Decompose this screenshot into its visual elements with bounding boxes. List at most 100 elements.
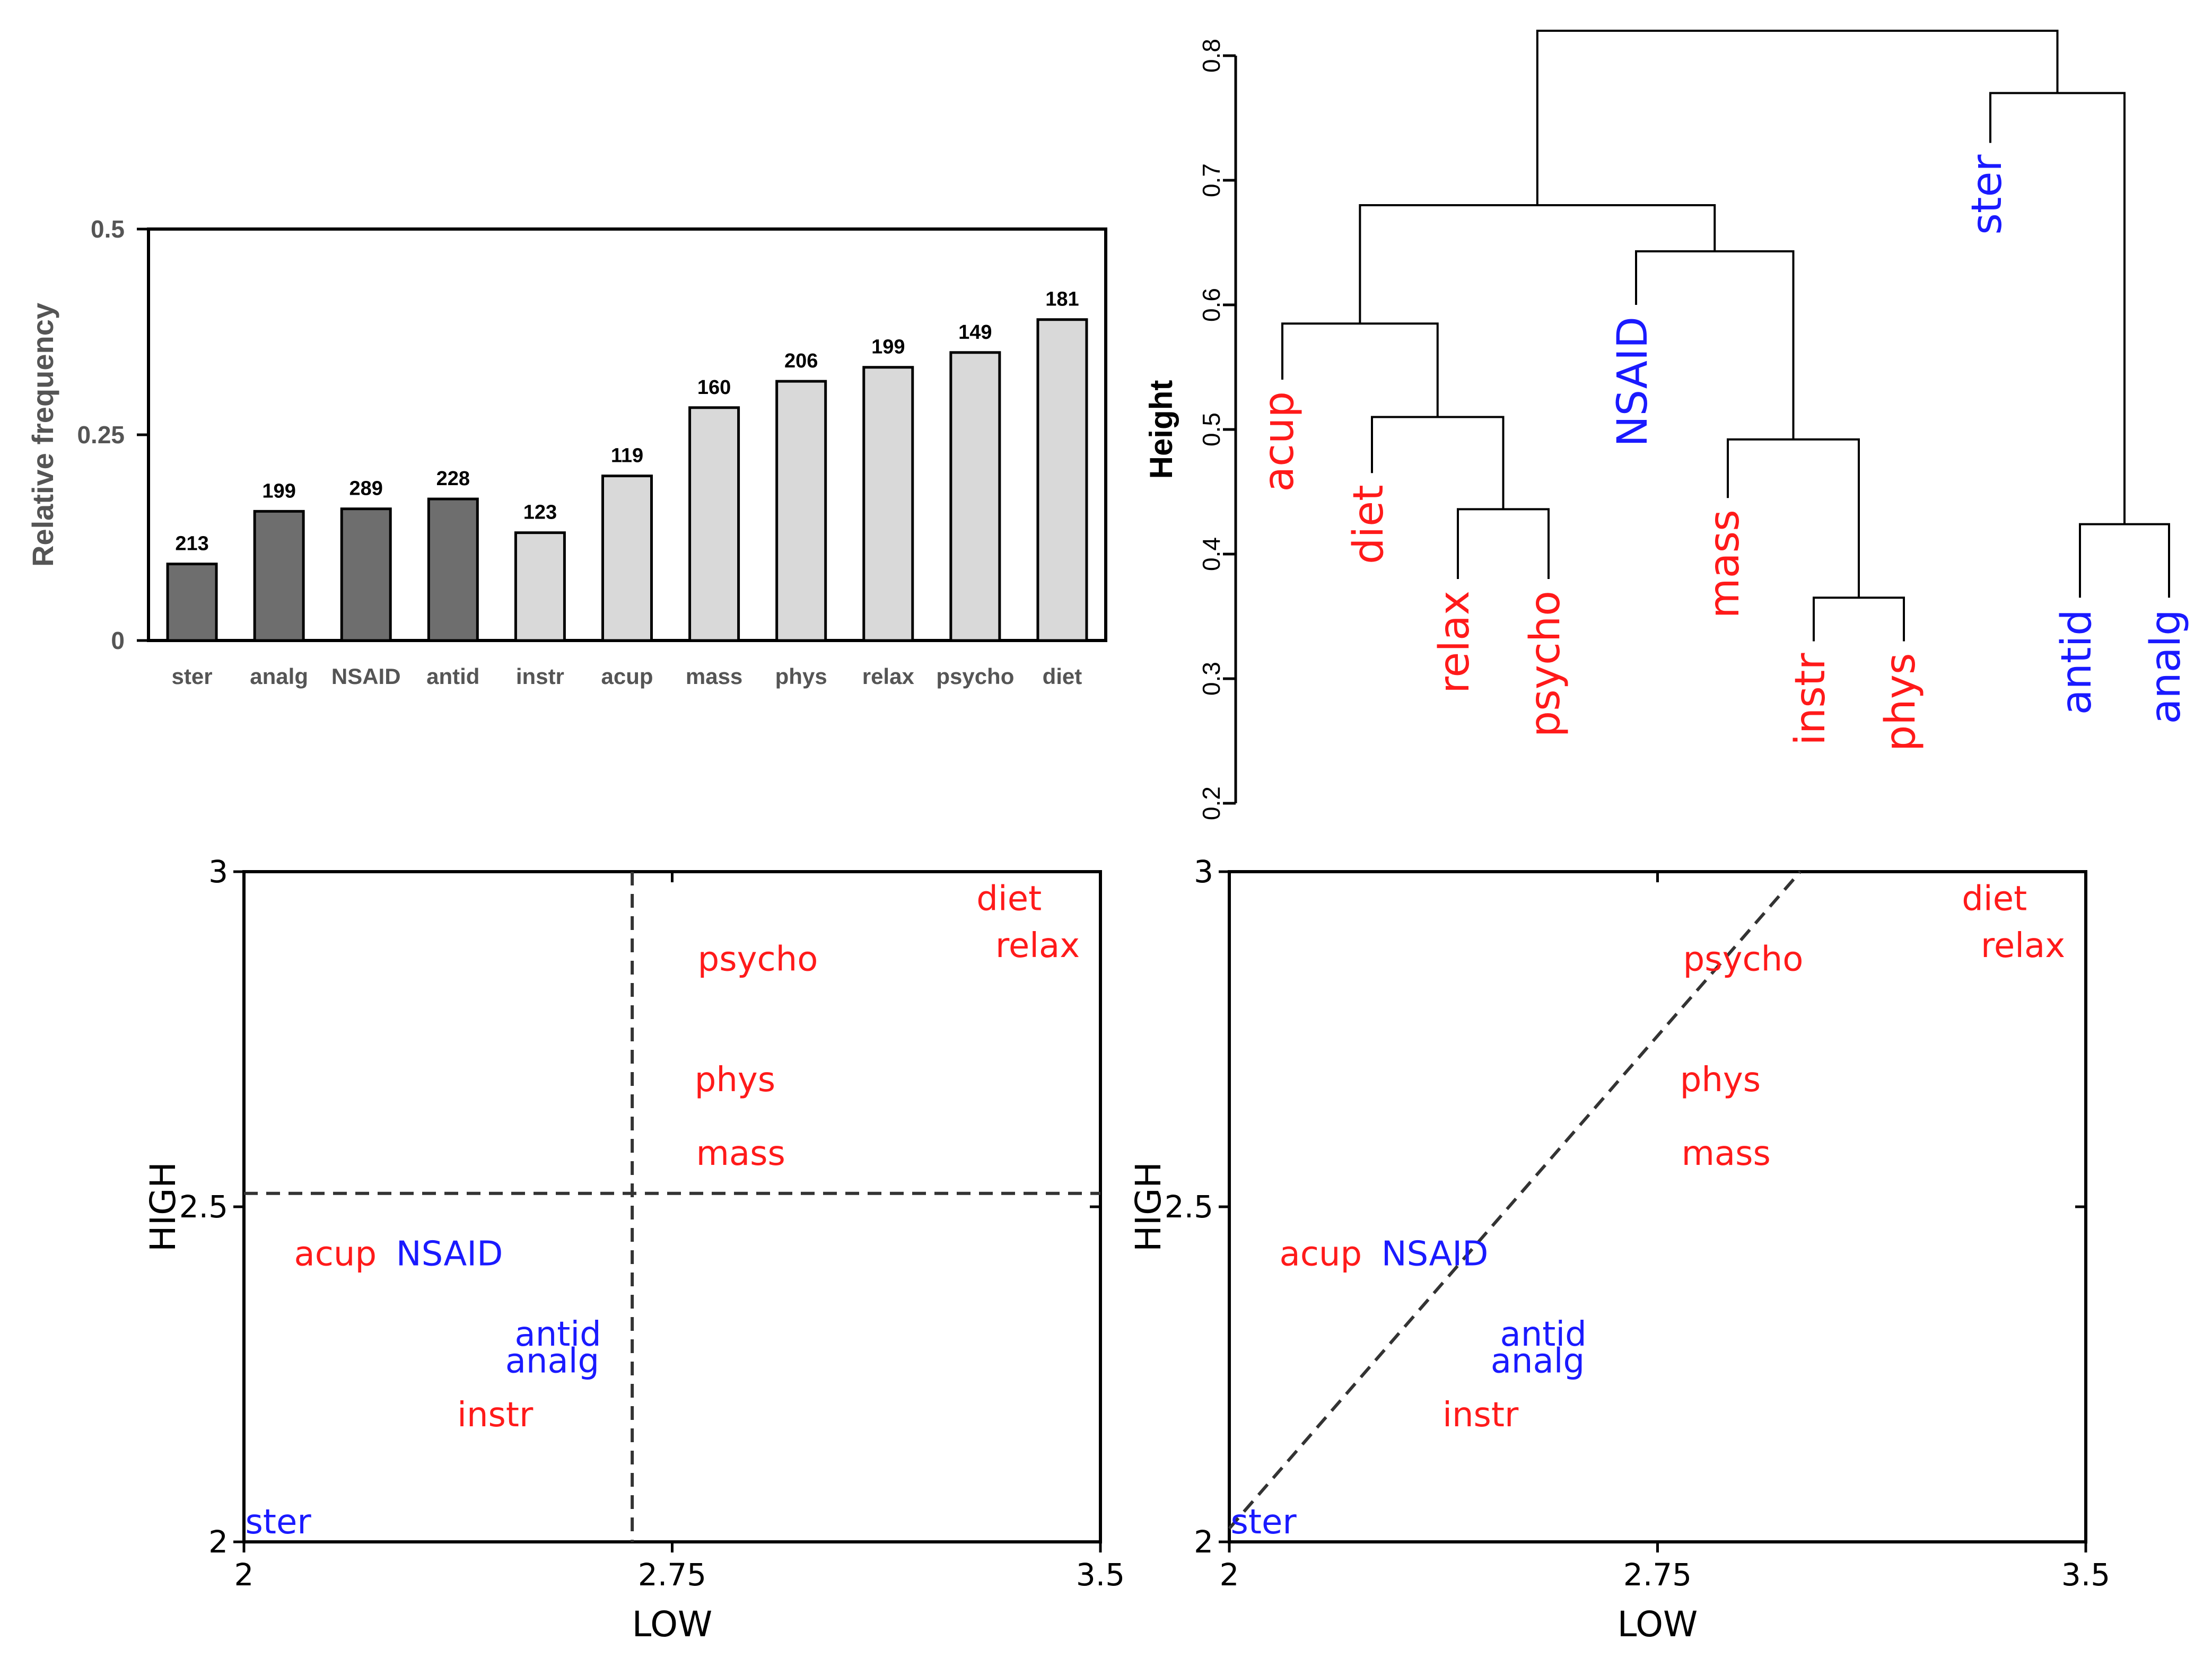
dendrogram-link (1536, 30, 2059, 205)
bar-category-label: analg (250, 664, 308, 689)
bar (514, 531, 566, 642)
bar (340, 507, 392, 642)
scatter-y-tick-label: 2 (1194, 1524, 1213, 1560)
dendrogram-y-tick-label: 0.7 (1197, 163, 1225, 197)
scatter-x-tick-label: 3.5 (2061, 1557, 2110, 1593)
dendrogram-y-tick-label: 0.3 (1197, 662, 1225, 696)
scatter-x-axis-title: LOW (632, 1604, 713, 1645)
diagonal-reference-line (1228, 871, 1802, 1530)
scatter-point-label: diet (1962, 880, 2027, 919)
dendrogram-panel: 0.2 0.3 0.4 0.5 0.6 0.7 0.8 Height acup diet relax… (1143, 30, 2190, 820)
bar-data-label: 123 (523, 502, 557, 524)
dendrogram-y-tick-label: 0.6 (1197, 288, 1225, 322)
scatter-point-label: instr (457, 1396, 534, 1435)
bar-category-label: acup (601, 664, 653, 689)
scatter-point-label: acup (294, 1234, 377, 1274)
bar (601, 475, 653, 642)
scatter-plot-frame (1228, 870, 2087, 1543)
bar-category-label: psycho (936, 664, 1014, 689)
scatter-point-label: diet (976, 880, 1042, 919)
bar-y-axis-title: Relative frequency (26, 303, 59, 567)
dendrogram-y-tick-label: 0.8 (1197, 39, 1225, 73)
scatter-plot-frame (242, 870, 1102, 1543)
scatter-y-tick-label: 2.5 (179, 1189, 228, 1225)
scatter-y-tick-label: 2 (208, 1524, 228, 1560)
scatter-point-label: antid (1500, 1315, 1587, 1354)
dendrogram-leaf-label: antid (2053, 609, 2101, 715)
scatter-point-label: analg (1491, 1342, 1585, 1381)
bar-y-tick-label: 0.5 (91, 215, 125, 243)
scatter-y-tick-label: 2.5 (1165, 1189, 1213, 1225)
scatter-x-axis-title: LOW (1618, 1604, 1698, 1645)
dendrogram-y-tick-label: 0.2 (1197, 786, 1225, 820)
scatter-point-label: psycho (698, 940, 818, 979)
bar-data-label: 149 (958, 321, 992, 344)
bar-data-label: 119 (611, 445, 643, 467)
scatter-x-tick-label: 2 (1220, 1557, 1239, 1593)
dendrogram-leaf-label: instr (1787, 653, 1834, 745)
bar (427, 497, 479, 642)
scatter-point-label: relax (1981, 926, 2065, 966)
scatter-x-tick-label: 2 (234, 1557, 254, 1593)
bar-data-label: 160 (697, 376, 731, 399)
scatter-diagonal-panel: 2 2.75 3.5 2 2.5 3 LOW HIGH diet relax psycho phys m… (1128, 854, 2110, 1645)
scatter-y-axis-title: HIGH (1128, 1162, 1169, 1252)
scatter-point-label: phys (1680, 1060, 1761, 1100)
bar (862, 366, 914, 642)
bar (688, 406, 740, 642)
bar-data-label: 228 (436, 468, 470, 490)
dendrogram-leaf-label: analg (2142, 609, 2190, 724)
bar-category-label: antid (426, 664, 479, 689)
dendrogram-leaf-label: ster (1963, 154, 2011, 235)
scatter-point-label: mass (1682, 1134, 1771, 1173)
dendrogram-y-axis-title: Height (1143, 380, 1179, 479)
scatter-point-label: antid (515, 1315, 601, 1354)
bar-category-label: phys (775, 664, 827, 689)
scatter-x-tick-label: 2.75 (638, 1557, 706, 1593)
scatter-point-label: psycho (1683, 940, 1804, 979)
bar (253, 510, 305, 642)
dendrogram-leaf-label: psycho (1522, 591, 1569, 737)
scatter-point-label: analg (505, 1342, 599, 1381)
dendrogram-link (1813, 596, 1905, 642)
scatter-point-label: ster (246, 1503, 312, 1542)
scatter-y-tick-label: 3 (1194, 854, 1213, 890)
bar (775, 380, 827, 642)
bar-category-label: mass (686, 664, 742, 689)
scatter-point-label: acup (1279, 1234, 1362, 1274)
scatter-point-label: instr (1442, 1396, 1519, 1435)
bar-y-tick-label: 0 (111, 627, 125, 654)
dendrogram-leaf-label: relax (1431, 591, 1479, 694)
scatter-point-label: NSAID (396, 1234, 503, 1274)
dendrogram-link (1635, 250, 1795, 440)
scatter-quadrant-panel: 2 2.75 3.5 2 2.5 3 LOW HIGH diet relax psycho phys m… (143, 854, 1125, 1645)
bar-category-label: ster (172, 664, 213, 689)
dendrogram-leaf-label: diet (1345, 485, 1393, 564)
dendrogram-link (1359, 204, 1716, 324)
dendrogram-y-tick-label: 0.4 (1197, 537, 1225, 571)
scatter-point-label: NSAID (1382, 1234, 1489, 1274)
dendrogram-leaf-label: phys (1877, 653, 1925, 752)
bar-y-tick-label: 0.25 (77, 421, 125, 449)
dendrogram-leaf-label: NSAID (1609, 317, 1657, 447)
bar-data-label: 199 (262, 480, 295, 502)
dendrogram-leaf-label: mass (1701, 510, 1748, 618)
scatter-y-axis-title: HIGH (143, 1162, 183, 1252)
bar-data-label: 199 (871, 336, 905, 358)
dendrogram-y-tick-label: 0.5 (1197, 413, 1225, 446)
scatter-x-tick-label: 3.5 (1076, 1557, 1125, 1593)
bar-data-label: 213 (175, 533, 208, 555)
bar-data-label: 181 (1045, 288, 1079, 311)
scatter-x-tick-label: 2.75 (1623, 1557, 1692, 1593)
bar-category-label: relax (862, 664, 915, 689)
scatter-point-label: relax (995, 926, 1080, 966)
bar-category-label: instr (516, 664, 564, 689)
scatter-y-tick-label: 3 (208, 854, 228, 890)
dendrogram-link (1281, 322, 1439, 417)
scatter-point-label: ster (1231, 1503, 1297, 1542)
scatter-point-label: mass (696, 1134, 785, 1173)
bar-data-label: 289 (349, 478, 383, 500)
bar (949, 351, 1001, 642)
dendrogram-leaf-label: acup (1255, 391, 1303, 492)
